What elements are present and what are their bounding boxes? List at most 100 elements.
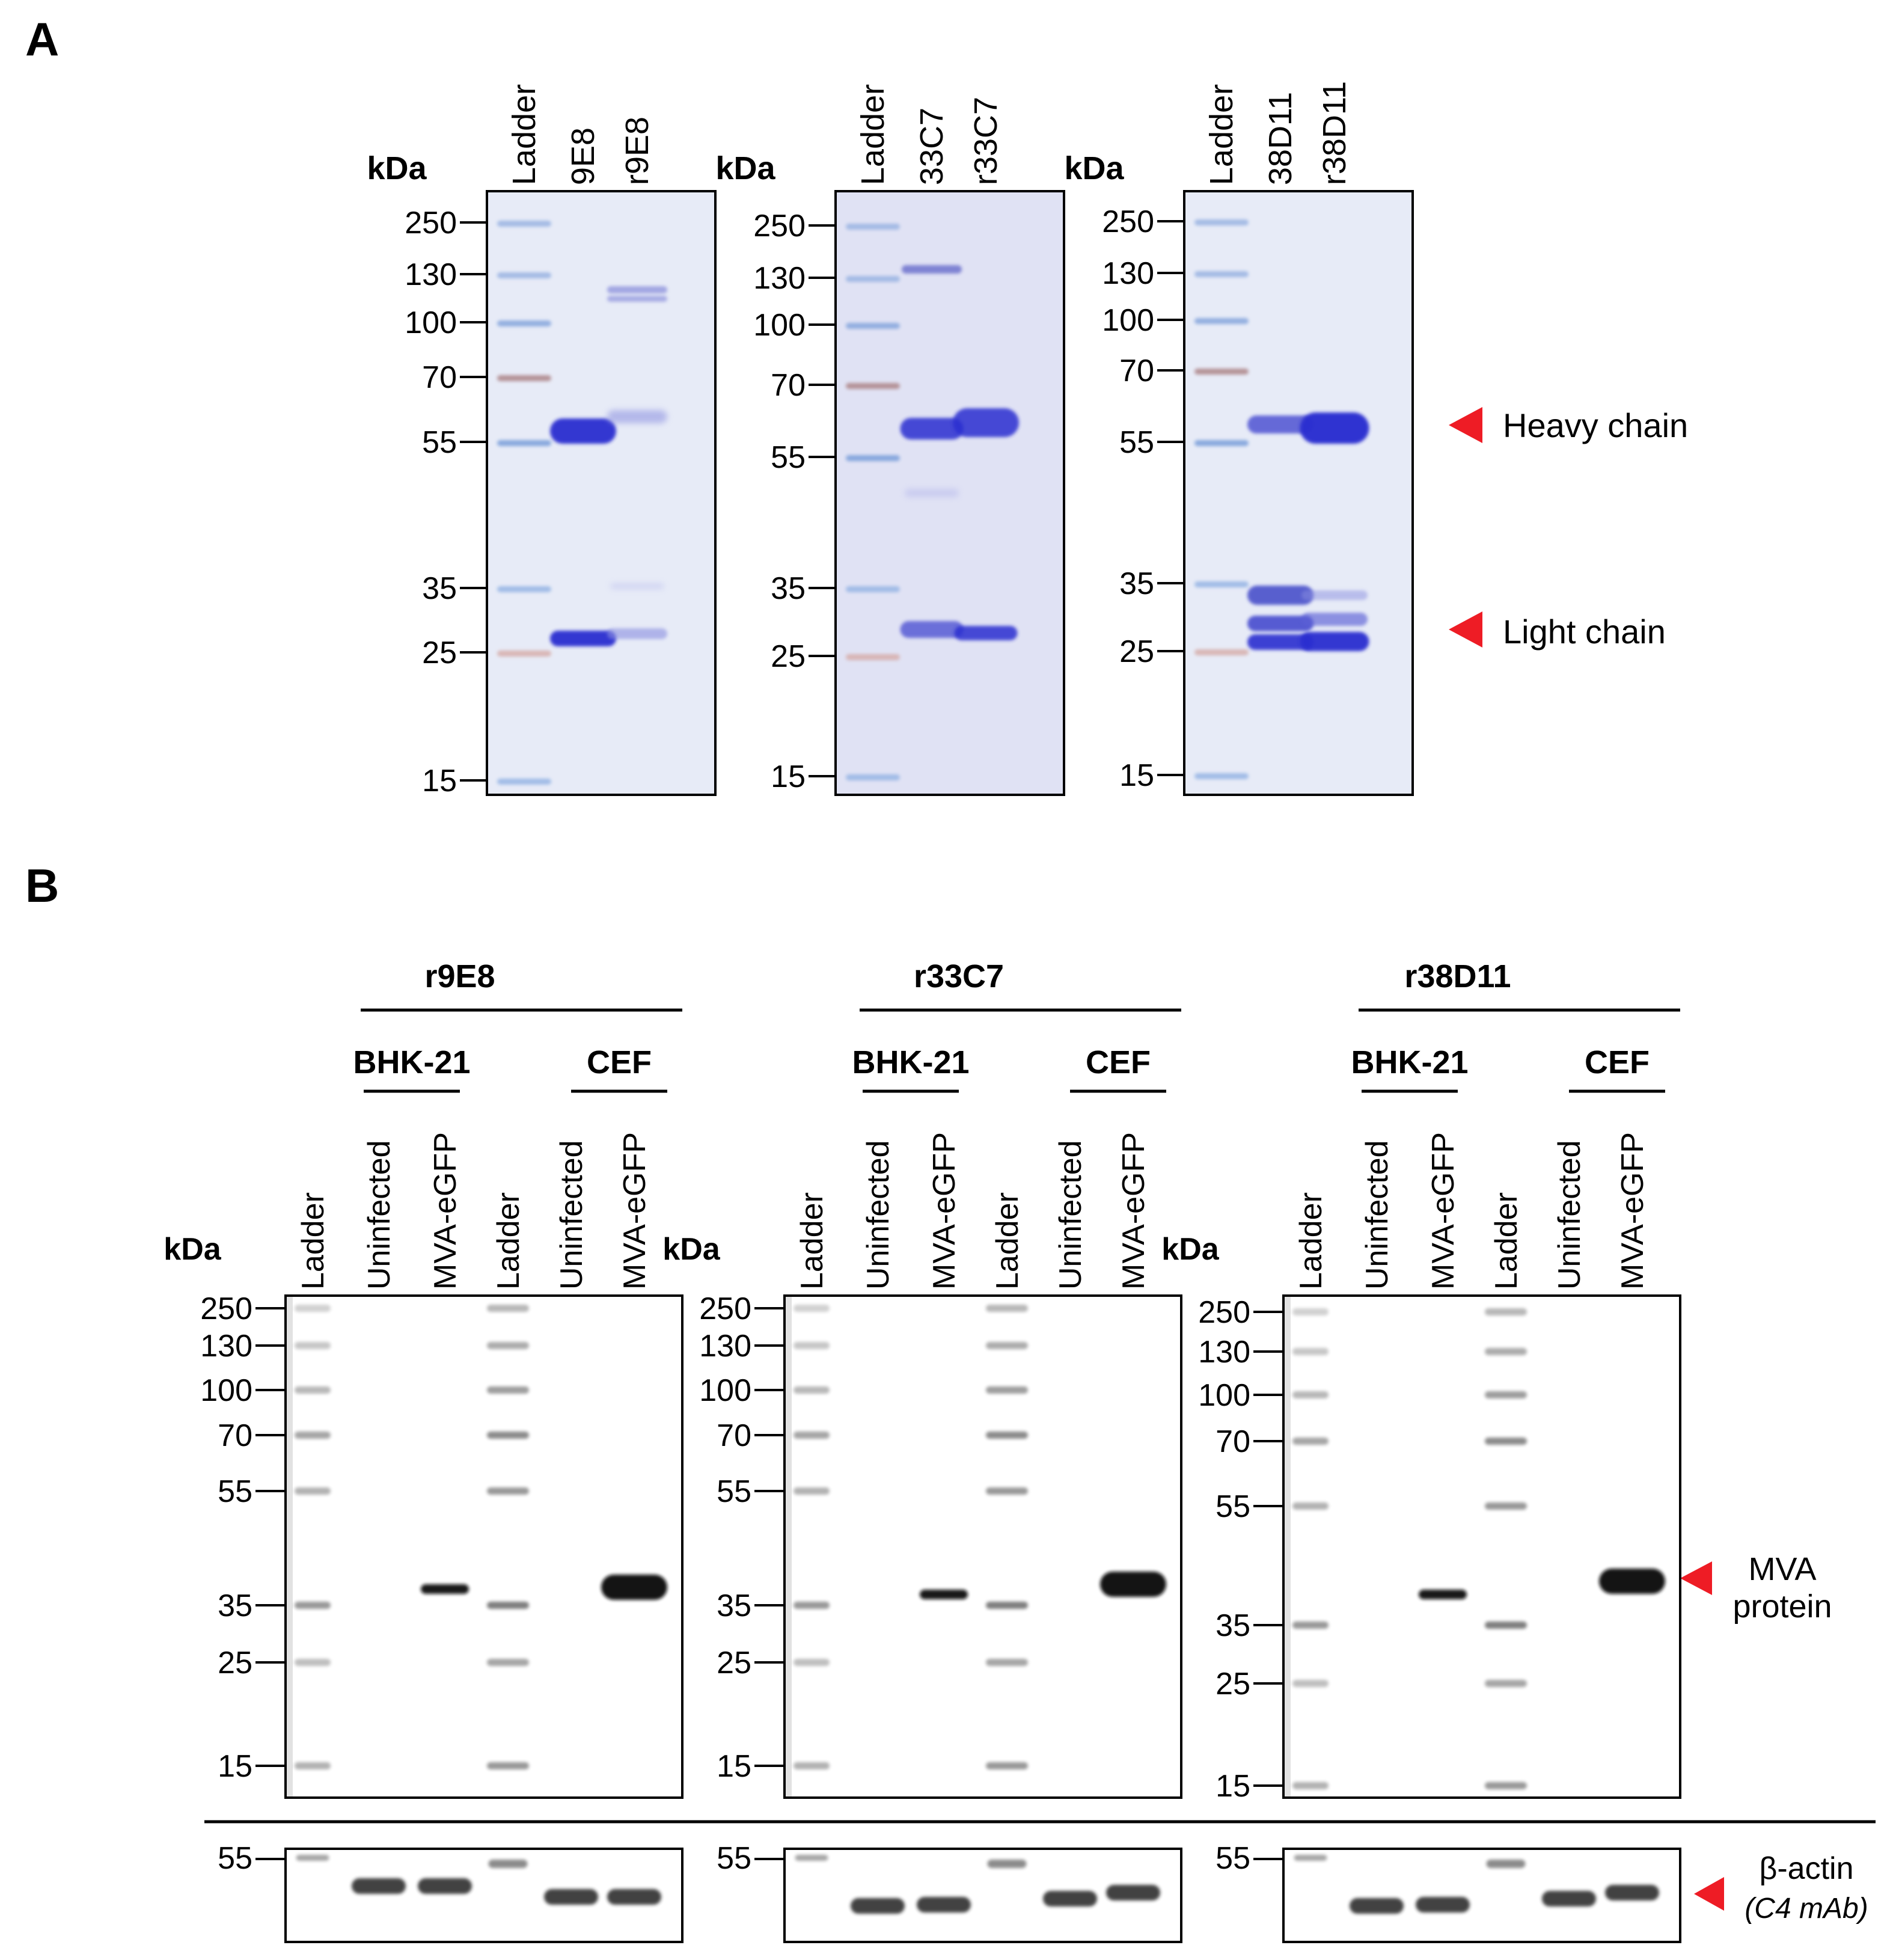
protein-band	[902, 265, 962, 274]
lane-label: 33C7	[914, 108, 950, 185]
marker-label: 130	[405, 257, 457, 292]
protein-band	[905, 489, 959, 497]
ladder-band	[1194, 369, 1249, 375]
protein-band	[1300, 412, 1369, 444]
marker-label: 55	[1216, 1489, 1250, 1524]
ladder-band	[295, 1342, 331, 1349]
marker-label: 70	[1119, 354, 1154, 388]
blot-title: r33C7	[914, 958, 1004, 994]
actin-band	[1605, 1885, 1659, 1900]
ladder-band	[846, 654, 900, 660]
protein-band	[954, 626, 1018, 640]
ladder-band	[487, 1659, 529, 1666]
blot-edge-shadow	[1285, 1297, 1291, 1796]
ladder-band	[1292, 1348, 1329, 1355]
blot-edge-shadow	[786, 1297, 792, 1796]
marker-label: 250	[405, 206, 457, 240]
ladder-band	[295, 1305, 331, 1312]
ladder-band	[1486, 1860, 1526, 1868]
ladder-band	[1194, 271, 1249, 277]
ladder-band	[487, 1487, 529, 1495]
gel-sheen	[488, 192, 714, 794]
actin-band	[544, 1889, 598, 1905]
ladder-band	[497, 221, 551, 227]
actin-band	[1350, 1898, 1404, 1914]
protein-band	[953, 408, 1019, 437]
marker-label: 130	[1102, 256, 1154, 291]
marker-label: 100	[699, 1373, 751, 1408]
marker-label: 55	[422, 425, 457, 460]
cell-group-label: CEF	[587, 1044, 652, 1080]
ladder-band	[1292, 1622, 1329, 1629]
panel-a-annotations: Heavy chain Light chain	[1449, 406, 1688, 651]
gel-panel-3: kDa Ladder 38D11 r38D11 250 130 100 70 55 35 25 15	[1064, 81, 1414, 796]
actin-band	[851, 1898, 905, 1914]
mva-protein-band	[920, 1590, 968, 1599]
actin-band	[418, 1878, 472, 1894]
marker-label: 70	[218, 1418, 252, 1453]
blot-panel-2: r33C7 BHK-21 CEF kDa Ladder Uninfected MVA-eGF…	[662, 958, 1182, 1943]
marker-label: 100	[1102, 303, 1154, 338]
marker-label: 100	[200, 1373, 252, 1408]
protein-band	[1247, 616, 1313, 631]
protein-band	[607, 296, 667, 302]
marker-label: 15	[218, 1749, 252, 1784]
ladder-band	[1294, 1855, 1327, 1861]
ladder-band	[1485, 1680, 1527, 1687]
protein-band	[1247, 634, 1313, 650]
kda-label: kDa	[367, 150, 427, 186]
lane-label: Uninfected	[861, 1140, 896, 1290]
mva-protein-label-line2: protein	[1732, 1588, 1832, 1625]
marker-label: 100	[405, 305, 457, 340]
actin-marker-label: 55	[1216, 1841, 1250, 1876]
lane-label: MVA-eGFP	[617, 1132, 652, 1290]
ladder-band	[794, 1432, 830, 1439]
marker-label: 15	[717, 1749, 751, 1784]
blot-edge-shadow	[287, 1297, 293, 1796]
marker-label: 70	[771, 368, 806, 403]
ladder-band	[1194, 773, 1249, 779]
marker-label: 55	[218, 1474, 252, 1509]
actin-marker-label: 55	[218, 1841, 252, 1876]
kda-label: kDa	[715, 150, 775, 186]
marker-label: 25	[218, 1646, 252, 1680]
marker-label: 250	[699, 1291, 751, 1326]
ladder-band	[497, 586, 551, 592]
protein-band	[900, 418, 964, 439]
lane-label: 38D11	[1262, 92, 1298, 185]
ladder-band	[794, 1602, 830, 1609]
kda-label: kDa	[164, 1232, 221, 1267]
lane-label: MVA-eGFP	[1426, 1132, 1461, 1290]
actin-arrow	[1694, 1877, 1724, 1911]
kda-label: kDa	[662, 1232, 720, 1267]
marker-label: 25	[1119, 634, 1154, 669]
cell-group-label: BHK-21	[1351, 1044, 1468, 1080]
ladder-band	[846, 455, 900, 461]
blot-panel-1: r9E8 BHK-21 CEF kDa Ladder Uninfected MVA-eGFP…	[164, 958, 683, 1943]
ladder-band	[986, 1305, 1028, 1312]
ladder-band	[295, 1432, 331, 1439]
blot-image	[284, 1294, 683, 1799]
blot-title: r9E8	[424, 958, 495, 994]
marker-label: 25	[771, 639, 806, 674]
ladder-band	[487, 1602, 529, 1609]
marker-label: 130	[200, 1329, 252, 1364]
gel-image	[486, 190, 717, 796]
actin-label-line1: β-actin	[1759, 1851, 1853, 1886]
ladder-band	[488, 1860, 528, 1868]
ladder-band	[487, 1305, 529, 1312]
actin-band	[1542, 1891, 1596, 1906]
actin-band	[1416, 1897, 1470, 1913]
protein-band	[1301, 613, 1368, 626]
ladder-band	[794, 1305, 830, 1312]
ladder-band	[1485, 1782, 1527, 1789]
lane-label: Ladder	[1294, 1192, 1329, 1290]
marker-label: 70	[717, 1418, 751, 1453]
ladder-band	[1485, 1622, 1527, 1629]
ladder-band	[1194, 318, 1249, 324]
cell-group-label: BHK-21	[353, 1044, 470, 1080]
ladder-band	[1485, 1502, 1527, 1510]
ladder-band	[1292, 1308, 1329, 1315]
marker-label: 130	[753, 261, 806, 296]
